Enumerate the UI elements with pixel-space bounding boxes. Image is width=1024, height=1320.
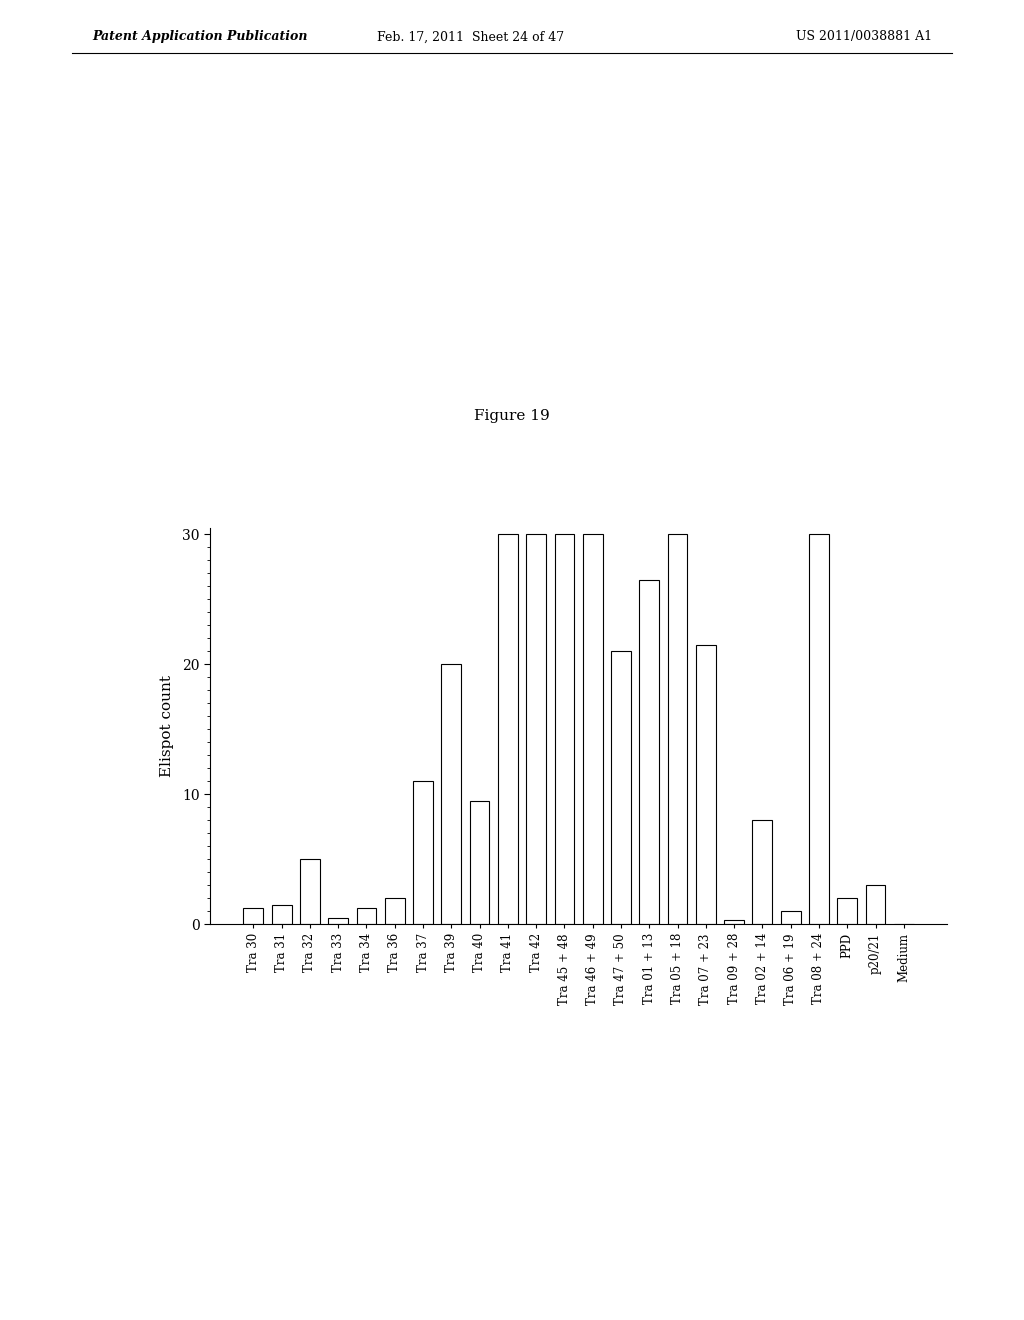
Bar [724, 920, 744, 924]
Bar [583, 535, 602, 924]
Bar [300, 859, 319, 924]
Text: Patent Application Publication: Patent Application Publication [92, 30, 307, 44]
Bar [555, 535, 574, 924]
Bar [611, 651, 631, 924]
Bar [838, 898, 857, 924]
Bar [271, 904, 292, 924]
Bar [244, 908, 263, 924]
Bar [498, 535, 518, 924]
Bar [470, 801, 489, 924]
Y-axis label: Elispot count: Elispot count [160, 675, 173, 777]
Text: US 2011/0038881 A1: US 2011/0038881 A1 [796, 30, 932, 44]
Bar [413, 781, 433, 924]
Bar [639, 579, 659, 924]
Bar [329, 917, 348, 924]
Bar [356, 908, 377, 924]
Bar [753, 820, 772, 924]
Bar [780, 911, 801, 924]
Bar [809, 535, 828, 924]
Text: Feb. 17, 2011  Sheet 24 of 47: Feb. 17, 2011 Sheet 24 of 47 [378, 30, 564, 44]
Bar [696, 645, 716, 924]
Bar [385, 898, 404, 924]
Bar [441, 664, 461, 924]
Bar [526, 535, 546, 924]
Bar [865, 884, 886, 924]
Bar [668, 535, 687, 924]
Text: Figure 19: Figure 19 [474, 409, 550, 422]
